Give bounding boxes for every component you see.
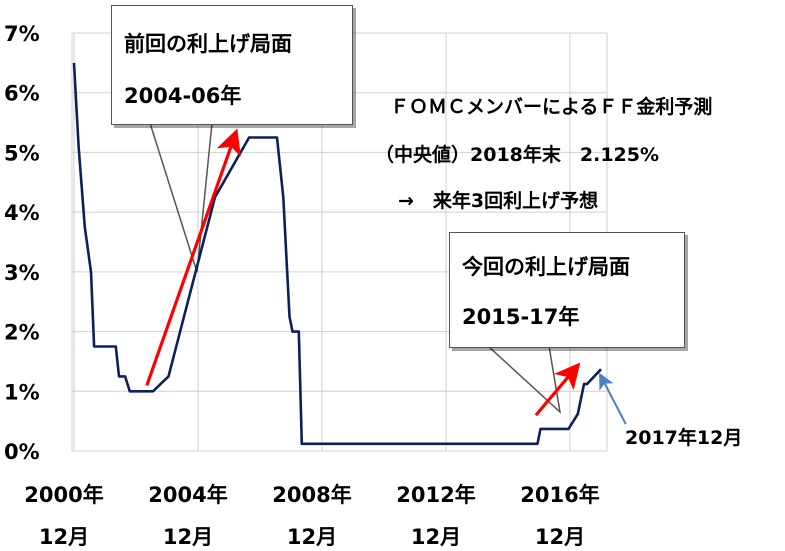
y-tick-label: 0% (4, 440, 40, 464)
callout-current-hike-pointer (487, 345, 562, 415)
y-tick-label: 3% (4, 261, 40, 285)
y-tick-label: 5% (4, 141, 40, 165)
x-tick-label-year: 2016年 (520, 483, 599, 507)
latest-point-label: 2017年12月 (625, 427, 743, 449)
x-tick-label-year: 2012年 (396, 483, 475, 507)
y-tick-label: 6% (4, 82, 40, 106)
y-tick-label: 1% (4, 380, 40, 404)
callout-previous-hike: 前回の利上げ局面 2004-06年 (111, 5, 353, 125)
rate-hike-arrow (145, 128, 241, 386)
callout-current-hike-title: 今回の利上げ局面 (462, 255, 630, 279)
callout-previous-hike-pointer (149, 122, 213, 273)
x-tick-label-year: 2004年 (148, 483, 227, 507)
fomc-forecast-line2: （中央値）2018年末 2.125% (375, 144, 660, 166)
y-tick-label: 4% (4, 201, 40, 225)
rate-hike-arrow (534, 362, 581, 417)
ff-rate-series-line (72, 62, 602, 446)
fomc-forecast-line1: ＦＯＭＣメンバーによるＦＦ金利予測 (390, 96, 713, 118)
x-tick-label-month: 12月 (535, 525, 585, 549)
x-tick-label-year: 2008年 (272, 483, 351, 507)
callout-previous-hike-period: 2004-06年 (124, 84, 242, 108)
y-tick-label: 2% (4, 321, 40, 345)
x-tick-label-month: 12月 (39, 525, 89, 549)
latest-point-arrow (599, 372, 627, 425)
callout-previous-hike-title: 前回の利上げ局面 (124, 32, 292, 56)
x-tick-label-year: 2000年 (24, 483, 103, 507)
x-tick-label-month: 12月 (287, 525, 337, 549)
y-tick-label: 7% (4, 22, 40, 46)
x-tick-label-month: 12月 (411, 525, 461, 549)
x-tick-label-month: 12月 (163, 525, 213, 549)
callout-current-hike-period: 2015-17年 (462, 305, 580, 329)
callout-current-hike: 今回の利上げ局面 2015-17年 (449, 232, 685, 348)
fomc-forecast-line3: → 来年3回利上げ予想 (398, 190, 599, 212)
